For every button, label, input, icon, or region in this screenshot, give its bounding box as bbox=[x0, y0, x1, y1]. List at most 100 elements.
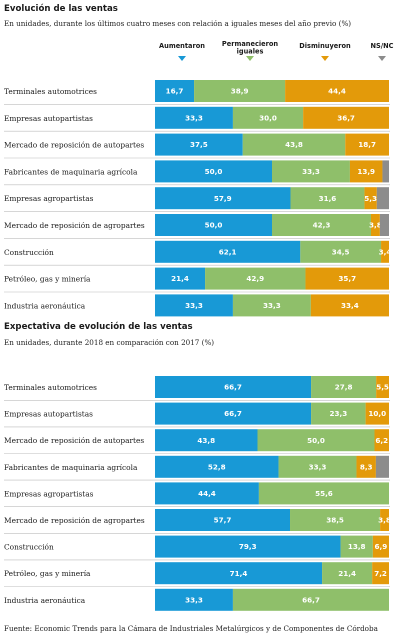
row-label: Petróleo, gas y minería bbox=[4, 569, 91, 578]
bar-aumentaron bbox=[155, 106, 233, 129]
bar-disminuyeron bbox=[365, 402, 389, 425]
data-label: 33,3 bbox=[309, 462, 327, 471]
bar-disminuyeron bbox=[310, 294, 389, 317]
bar-permanecieron bbox=[272, 214, 371, 236]
data-label: 66,7 bbox=[224, 383, 242, 392]
data-label: 57,9 bbox=[214, 194, 232, 203]
data-label: 5,5 bbox=[376, 383, 389, 392]
row-label: Fabricantes de maquinaria agrícola bbox=[4, 463, 138, 472]
data-label: 62,1 bbox=[219, 247, 237, 256]
data-label: 52,8 bbox=[208, 462, 226, 471]
data-label: 3,8 bbox=[369, 221, 382, 230]
bar-permanecieron bbox=[205, 267, 306, 290]
bar-nsnc bbox=[382, 160, 389, 183]
data-label: 55,6 bbox=[315, 489, 333, 498]
row-label: Construcción bbox=[4, 248, 54, 257]
data-label: 23,3 bbox=[329, 409, 347, 418]
bar-permanecieron bbox=[232, 588, 389, 611]
legend-label: NS/NC bbox=[370, 42, 393, 50]
bar-aumentaron bbox=[155, 455, 279, 478]
data-label: 42,3 bbox=[313, 221, 331, 230]
bar-permanecieron bbox=[278, 455, 357, 478]
row-label: Mercado de reposición de autopartes bbox=[4, 436, 144, 445]
data-label: 31,6 bbox=[319, 194, 337, 203]
row-label: Empresas agropartistas bbox=[4, 194, 94, 203]
bar-permanecieron bbox=[340, 535, 373, 558]
bar-aumentaron bbox=[155, 588, 233, 611]
bar-disminuyeron bbox=[356, 455, 376, 478]
data-label: 36,7 bbox=[337, 113, 355, 122]
data-label: 50,0 bbox=[205, 167, 223, 176]
bar-disminuyeron bbox=[380, 509, 389, 531]
data-label: 5,3 bbox=[364, 194, 377, 203]
bar-aumentaron bbox=[155, 509, 291, 531]
bar-aumentaron bbox=[155, 376, 312, 398]
row-label: Industria aeronáutica bbox=[4, 596, 86, 605]
data-label: 50,0 bbox=[205, 221, 223, 230]
bar-permanecieron bbox=[232, 294, 311, 317]
bar-disminuyeron bbox=[381, 240, 389, 263]
legend-label: Aumentaron bbox=[159, 42, 205, 50]
bar-permanecieron bbox=[242, 133, 346, 156]
bar-permanecieron bbox=[194, 80, 286, 102]
data-label: 10,0 bbox=[368, 409, 386, 418]
bar-disminuyeron bbox=[374, 429, 389, 452]
legend-label: Disminuyeron bbox=[299, 42, 351, 50]
row-label: Petróleo, gas y minería bbox=[4, 275, 91, 284]
down-triangle-icon bbox=[321, 56, 329, 61]
data-label: 66,7 bbox=[302, 595, 320, 604]
data-label: 34,5 bbox=[332, 247, 350, 256]
chart2-svg: Terminales automotrices 66,7 27,8 5,5 Empres… bbox=[4, 376, 391, 611]
data-label: 21,4 bbox=[338, 569, 356, 578]
data-label: 3,4 bbox=[379, 247, 392, 256]
bar-permanecieron bbox=[311, 402, 366, 425]
bar-permanecieron bbox=[290, 509, 381, 531]
bar-nsnc bbox=[376, 187, 389, 210]
data-label: 30,0 bbox=[259, 113, 277, 122]
bar-disminuyeron bbox=[372, 562, 389, 585]
row-label: Terminales automotrices bbox=[4, 383, 97, 392]
chart2-title: Expectativa de evolución de las ventas bbox=[4, 322, 193, 332]
data-label: 27,8 bbox=[335, 383, 353, 392]
bar-aumentaron bbox=[155, 267, 206, 290]
row-label: Industria aeronáutica bbox=[4, 301, 86, 310]
data-label: 33,3 bbox=[302, 167, 320, 176]
data-label: 38,5 bbox=[326, 516, 344, 525]
bar-aumentaron bbox=[155, 160, 272, 183]
data-label: 42,9 bbox=[246, 274, 264, 283]
data-label: 33,4 bbox=[341, 301, 359, 310]
legend-label: iguales bbox=[237, 48, 264, 56]
bar-aumentaron bbox=[155, 535, 341, 558]
bar-aumentaron bbox=[155, 562, 323, 585]
data-label: 43,8 bbox=[285, 140, 303, 149]
data-label: 16,7 bbox=[166, 87, 184, 96]
bar-aumentaron bbox=[155, 240, 301, 263]
data-label: 71,4 bbox=[230, 569, 248, 578]
data-label: 21,4 bbox=[171, 274, 189, 283]
data-label: 33,3 bbox=[185, 301, 203, 310]
row-label: Empresas autopartistas bbox=[4, 114, 93, 123]
bar-permanecieron bbox=[272, 160, 350, 183]
down-triangle-icon bbox=[378, 56, 386, 61]
chart1-subtitle: En unidades, durante los últimos cuatro … bbox=[4, 19, 352, 28]
bar-nsnc bbox=[375, 455, 389, 478]
legend-label: Permanecieron bbox=[222, 40, 278, 48]
data-label: 6,9 bbox=[375, 542, 388, 551]
row-label: Mercado de reposición de agropartes bbox=[4, 516, 145, 525]
row-label: Construcción bbox=[4, 543, 54, 552]
row-label: Empresas agropartistas bbox=[4, 489, 94, 498]
row-label: Mercado de reposición de autopartes bbox=[4, 141, 144, 150]
bar-permanecieron bbox=[290, 187, 365, 210]
bar-permanecieron bbox=[300, 240, 382, 263]
bar-disminuyeron bbox=[376, 376, 389, 398]
data-label: 50,0 bbox=[307, 436, 325, 445]
bar-aumentaron bbox=[155, 80, 195, 102]
data-label: 6,2 bbox=[375, 436, 388, 445]
bar-aumentaron bbox=[155, 214, 272, 236]
bar-aumentaron bbox=[155, 133, 243, 156]
bar-disminuyeron bbox=[345, 133, 389, 156]
data-label: 44,4 bbox=[198, 489, 216, 498]
data-label: 13,9 bbox=[357, 167, 375, 176]
data-label: 43,8 bbox=[197, 436, 215, 445]
